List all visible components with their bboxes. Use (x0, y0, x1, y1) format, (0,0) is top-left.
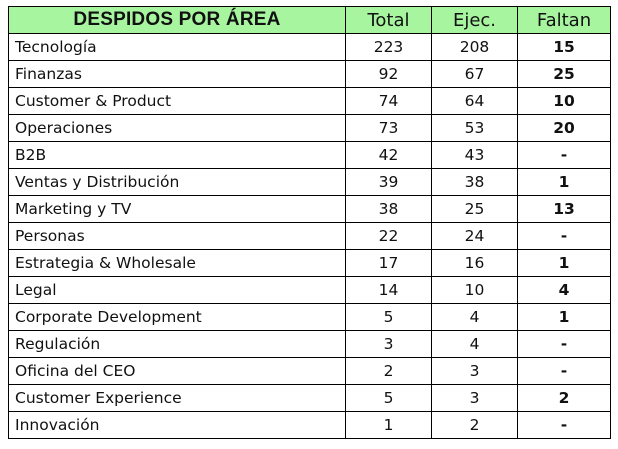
faltan-cell: 1 (517, 249, 611, 277)
area-cell: Innovación (8, 411, 346, 439)
total-cell: 1 (345, 411, 432, 439)
area-cell: Customer Experience (8, 384, 346, 412)
ejec-cell: 4 (431, 330, 518, 358)
faltan-cell: 13 (517, 195, 611, 223)
table-row: Corporate Development 5 4 1 (8, 303, 611, 331)
header-total: Total (345, 6, 432, 34)
faltan-cell: 1 (517, 168, 611, 196)
ejec-cell: 38 (431, 168, 518, 196)
area-cell: Corporate Development (8, 303, 346, 331)
area-cell: Personas (8, 222, 346, 250)
faltan-cell: 4 (517, 276, 611, 304)
area-cell: Estrategia & Wholesale (8, 249, 346, 277)
ejec-cell: 24 (431, 222, 518, 250)
total-cell: 14 (345, 276, 432, 304)
table-row: Marketing y TV 38 25 13 (8, 195, 611, 223)
area-cell: Tecnología (8, 33, 346, 61)
table-row: B2B 42 43- (8, 141, 611, 169)
ejec-cell: 67 (431, 60, 518, 88)
table-row: Customer & Product 74 64 10 (8, 87, 611, 115)
total-cell: 42 (345, 141, 432, 169)
faltan-cell: - (517, 222, 611, 250)
area-cell: B2B (8, 141, 346, 169)
table-row: Ventas y Distribución 39 38 1 (8, 168, 611, 196)
faltan-cell: 1 (517, 303, 611, 331)
ejec-cell: 43 (431, 141, 518, 169)
table-row: Legal 14 10 4 (8, 276, 611, 304)
area-cell: Regulación (8, 330, 346, 358)
table-row: Innovación 1 2- (8, 411, 611, 439)
area-cell: Ventas y Distribución (8, 168, 346, 196)
area-cell: Oficina del CEO (8, 357, 346, 385)
faltan-cell: 15 (517, 33, 611, 61)
faltan-cell: - (517, 411, 611, 439)
total-cell: 5 (345, 303, 432, 331)
table-row: Customer Experience 5 3 2 (8, 384, 611, 412)
ejec-cell: 10 (431, 276, 518, 304)
table-header: DESPIDOS POR ÁREA Total Ejec. Faltan (8, 6, 611, 34)
total-cell: 74 (345, 87, 432, 115)
total-cell: 38 (345, 195, 432, 223)
ejec-cell: 3 (431, 384, 518, 412)
total-cell: 39 (345, 168, 432, 196)
ejec-cell: 25 (431, 195, 518, 223)
total-cell: 17 (345, 249, 432, 277)
layoffs-table: DESPIDOS POR ÁREA Total Ejec. Faltan Tec… (8, 6, 611, 439)
ejec-cell: 4 (431, 303, 518, 331)
header-faltan: Faltan (517, 6, 611, 34)
table-row: Regulación 3 4- (8, 330, 611, 358)
area-cell: Finanzas (8, 60, 346, 88)
faltan-cell: - (517, 141, 611, 169)
table-row: Oficina del CEO 2 3- (8, 357, 611, 385)
faltan-cell: 10 (517, 87, 611, 115)
ejec-cell: 53 (431, 114, 518, 142)
table-row: Operaciones 73 53 20 (8, 114, 611, 142)
header-area: DESPIDOS POR ÁREA (8, 6, 346, 34)
faltan-cell: 2 (517, 384, 611, 412)
faltan-cell: - (517, 330, 611, 358)
ejec-cell: 16 (431, 249, 518, 277)
faltan-cell: 20 (517, 114, 611, 142)
ejec-cell: 208 (431, 33, 518, 61)
header-row: DESPIDOS POR ÁREA Total Ejec. Faltan (8, 6, 611, 34)
ejec-cell: 64 (431, 87, 518, 115)
total-cell: 2 (345, 357, 432, 385)
table-row: Tecnología 223 208 15 (8, 33, 611, 61)
area-cell: Marketing y TV (8, 195, 346, 223)
ejec-cell: 2 (431, 411, 518, 439)
total-cell: 223 (345, 33, 432, 61)
table-row: Personas 22 24- (8, 222, 611, 250)
table-row: Finanzas 92 67 25 (8, 60, 611, 88)
area-cell: Operaciones (8, 114, 346, 142)
ejec-cell: 3 (431, 357, 518, 385)
header-ejec: Ejec. (431, 6, 518, 34)
area-cell: Legal (8, 276, 346, 304)
table-row: Estrategia & Wholesale 17 16 1 (8, 249, 611, 277)
total-cell: 22 (345, 222, 432, 250)
faltan-cell: - (517, 357, 611, 385)
area-cell: Customer & Product (8, 87, 346, 115)
total-cell: 3 (345, 330, 432, 358)
total-cell: 92 (345, 60, 432, 88)
table-body: Tecnología 223 208 15 Finanzas 92 67 25 Customer… (8, 33, 611, 439)
total-cell: 5 (345, 384, 432, 412)
total-cell: 73 (345, 114, 432, 142)
faltan-cell: 25 (517, 60, 611, 88)
